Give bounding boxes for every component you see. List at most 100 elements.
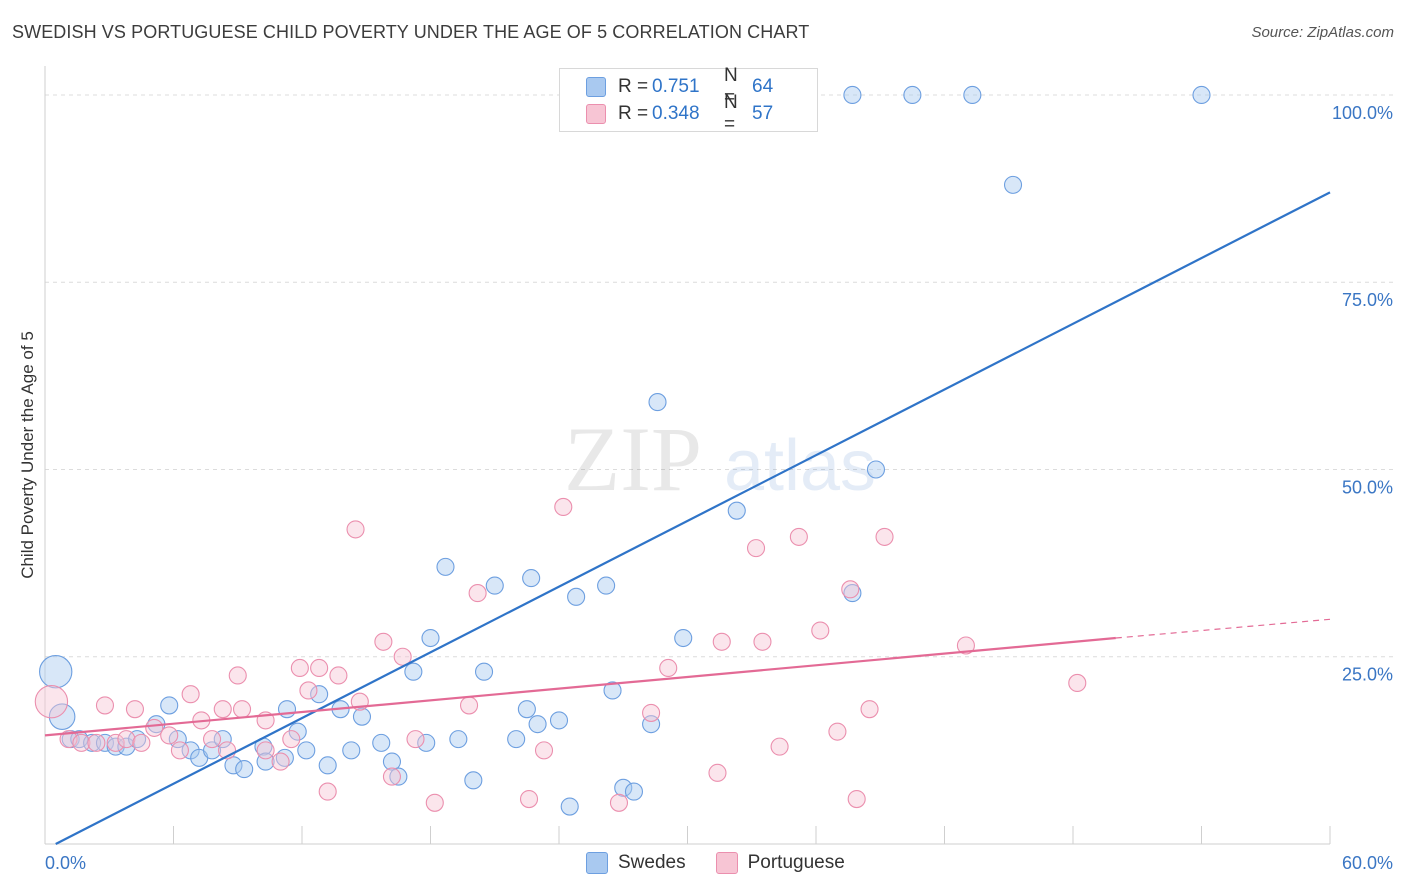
- point-portuguese-18: [232, 700, 252, 719]
- r-value: 0.348: [652, 103, 700, 124]
- watermark-atlas: atlas: [724, 426, 876, 506]
- point-portuguese-10: [160, 726, 179, 745]
- point-portuguese-36: [468, 584, 487, 603]
- point-swedes-60: [1003, 175, 1023, 194]
- point-portuguese-9: [145, 718, 164, 737]
- x-tick-label-start: 0.0%: [45, 853, 86, 873]
- point-portuguese-31: [382, 767, 402, 786]
- point-portuguese-55: [956, 636, 975, 655]
- n-value: 57: [752, 103, 774, 124]
- point-swedes-40: [507, 730, 526, 749]
- source-label: Source: ZipAtlas.com: [1251, 24, 1394, 41]
- point-swedes-6: [106, 737, 125, 756]
- point-portuguese-21: [271, 752, 290, 771]
- point-swedes-39: [485, 576, 504, 595]
- point-portuguese-42: [659, 658, 678, 678]
- point-portuguese-20: [256, 741, 275, 760]
- point-swedes-7: [117, 737, 136, 756]
- point-swedes-15: [213, 730, 232, 749]
- point-portuguese-49: [811, 621, 830, 640]
- x-tick-label-end: 60.0%: [1342, 853, 1393, 873]
- point-portuguese-12: [181, 685, 200, 704]
- y-tick-label-50: 50.0%: [1342, 477, 1393, 497]
- n-value: 64: [752, 76, 774, 97]
- y-tick-label-25: 25.0%: [1342, 665, 1393, 685]
- trend-lines: [44, 191, 1331, 845]
- point-swedes-50: [624, 782, 644, 801]
- legend-swatch-portuguese: [715, 852, 738, 874]
- point-swedes-11: [168, 730, 187, 749]
- y-tick-label-100: 100.0%: [1332, 103, 1393, 123]
- point-portuguese-3: [87, 733, 106, 752]
- legend-row-portuguese: R = 0.348 N = 57: [586, 92, 774, 135]
- point-portuguese-22: [282, 730, 301, 749]
- point-swedes-33: [417, 733, 436, 752]
- point-portuguese-50: [828, 722, 847, 741]
- point-portuguese-41: [642, 703, 661, 722]
- watermark-zip: ZIP: [564, 408, 702, 510]
- point-portuguese-27: [329, 666, 348, 685]
- point-portuguese-17: [228, 666, 247, 685]
- point-swedes-57: [866, 460, 886, 479]
- axes: [44, 66, 1331, 845]
- point-swedes-48: [603, 681, 622, 700]
- point-portuguese-40: [609, 793, 629, 812]
- point-swedes-22: [288, 722, 307, 741]
- point-swedes-46: [567, 587, 586, 606]
- point-portuguese-46: [753, 632, 772, 651]
- point-swedes-23: [297, 741, 316, 760]
- point-portuguese-43: [708, 763, 727, 782]
- point-portuguese-38: [534, 741, 554, 760]
- point-portuguese-7: [125, 700, 144, 719]
- point-swedes-56: [843, 85, 862, 105]
- gridlines: [45, 94, 1393, 658]
- legend-swatch-swedes: [586, 852, 608, 874]
- point-portuguese-54: [875, 527, 894, 546]
- point-portuguese-2: [72, 733, 91, 752]
- point-swedes-24: [310, 685, 329, 704]
- point-swedes-41: [517, 700, 536, 719]
- legend-label-swedes: Swedes: [618, 852, 686, 873]
- point-portuguese-26: [318, 782, 337, 801]
- point-portuguese-34: [425, 793, 444, 812]
- point-swedes-1: [48, 703, 76, 730]
- legend-row-swedes: R = 0.751 N = 64: [586, 65, 774, 108]
- point-swedes-16: [224, 756, 243, 775]
- point-swedes-4: [83, 733, 102, 752]
- legend-swatch-portuguese: [586, 104, 606, 124]
- n-label: N =: [724, 92, 738, 135]
- point-swedes-25: [318, 756, 337, 775]
- point-swedes-29: [372, 733, 391, 752]
- legend-item-swedes[interactable]: Swedes: [586, 852, 686, 874]
- point-swedes-37: [464, 771, 483, 790]
- point-swedes-17: [235, 760, 254, 779]
- point-swedes-52: [648, 393, 667, 412]
- r-value: 0.751: [652, 76, 700, 97]
- point-portuguese-35: [459, 696, 479, 715]
- point-portuguese-8: [132, 733, 151, 752]
- point-portuguese-28: [346, 520, 365, 539]
- point-swedes-35: [436, 557, 455, 576]
- trend-line-swedes: [55, 191, 1331, 845]
- data-points: [34, 85, 1211, 816]
- point-portuguese-53: [860, 700, 879, 719]
- point-swedes-30: [382, 752, 402, 771]
- point-portuguese-4: [95, 696, 115, 715]
- point-swedes-21: [277, 700, 297, 719]
- trend-line-dashed-portuguese: [1115, 618, 1331, 639]
- point-swedes-59: [963, 85, 982, 105]
- point-swedes-49: [614, 778, 633, 797]
- watermark: ZIP atlas: [564, 408, 876, 510]
- legend-item-portuguese[interactable]: Portuguese: [715, 852, 845, 874]
- point-portuguese-48: [789, 527, 808, 546]
- point-swedes-31: [389, 767, 408, 786]
- series-legend: Swedes Portuguese: [586, 852, 875, 874]
- point-portuguese-39: [554, 497, 573, 516]
- point-portuguese-32: [393, 647, 412, 666]
- point-portuguese-15: [213, 700, 232, 719]
- point-swedes-32: [404, 662, 423, 681]
- point-portuguese-45: [746, 539, 766, 558]
- tick-labels: 25.0% 50.0% 75.0% 100.0% 0.0% 60.0%: [45, 103, 1393, 873]
- point-portuguese-44: [712, 632, 731, 651]
